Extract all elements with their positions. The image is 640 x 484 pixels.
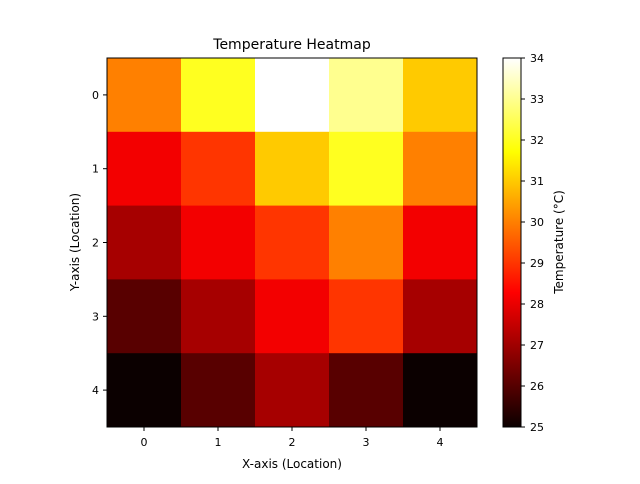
x-tick-label: 0 (141, 436, 148, 449)
heatmap-cell (107, 279, 182, 354)
heatmap-cell (181, 58, 256, 133)
heatmap-cell (255, 279, 330, 354)
heatmap-cell (329, 205, 404, 280)
heatmap-cell (255, 353, 330, 428)
colorbar-ticks: 25 26 27 28 29 30 31 32 33 34 (521, 52, 544, 434)
x-tick-label: 4 (437, 436, 444, 449)
y-tick-label: 2 (92, 237, 99, 250)
heatmap-cell (329, 353, 404, 428)
heatmap-cell (181, 353, 256, 428)
heatmap-cell (403, 131, 478, 207)
heatmap-cell (403, 205, 478, 280)
colorbar-tick-label: 31 (530, 175, 544, 188)
heatmap-cell (181, 279, 256, 354)
y-tick-label: 3 (92, 310, 99, 323)
heatmap-cell (255, 58, 330, 133)
chart-title: Temperature Heatmap (212, 37, 371, 53)
colorbar-tick-label: 32 (530, 134, 544, 147)
colorbar-tick-label: 27 (530, 339, 544, 352)
heatmap-cells (107, 58, 478, 428)
heatmap-cell (329, 58, 404, 133)
y-tick-label: 0 (92, 89, 99, 102)
x-axis-label: X-axis (Location) (242, 457, 342, 471)
colorbar-tick-label: 33 (530, 93, 544, 106)
heatmap-cell (403, 58, 478, 133)
x-tick-label: 3 (363, 436, 370, 449)
heatmap-cell (181, 205, 256, 280)
heatmap-cell (107, 353, 182, 428)
colorbar-tick-label: 28 (530, 298, 544, 311)
colorbar-label: Temperature (°C) (552, 190, 566, 295)
heatmap-cell (329, 279, 404, 354)
x-tick-label: 1 (215, 436, 222, 449)
heatmap-cell (403, 279, 478, 354)
colorbar-tick-label: 29 (530, 257, 544, 270)
x-axis-ticks: 0 1 2 3 4 (141, 427, 444, 449)
heatmap-cell (329, 131, 404, 207)
colorbar (502, 57, 522, 428)
x-tick-label: 2 (289, 436, 296, 449)
y-tick-label: 4 (92, 384, 99, 397)
heatmap-cell (107, 58, 182, 133)
heatmap-cell (181, 131, 256, 207)
colorbar-tick-label: 34 (530, 52, 544, 65)
heatmap-cell (255, 131, 330, 207)
y-axis-label: Y-axis (Location) (68, 193, 82, 292)
heatmap-cell (403, 353, 478, 428)
y-tick-label: 1 (92, 163, 99, 176)
y-axis-ticks: 0 1 2 3 4 (92, 89, 107, 397)
colorbar-tick-label: 25 (530, 421, 544, 434)
heatmap-cell (107, 205, 182, 280)
heatmap-cell (107, 131, 182, 207)
colorbar-tick-label: 30 (530, 216, 544, 229)
colorbar-tick-label: 26 (530, 380, 544, 393)
heatmap-cell (255, 205, 330, 280)
